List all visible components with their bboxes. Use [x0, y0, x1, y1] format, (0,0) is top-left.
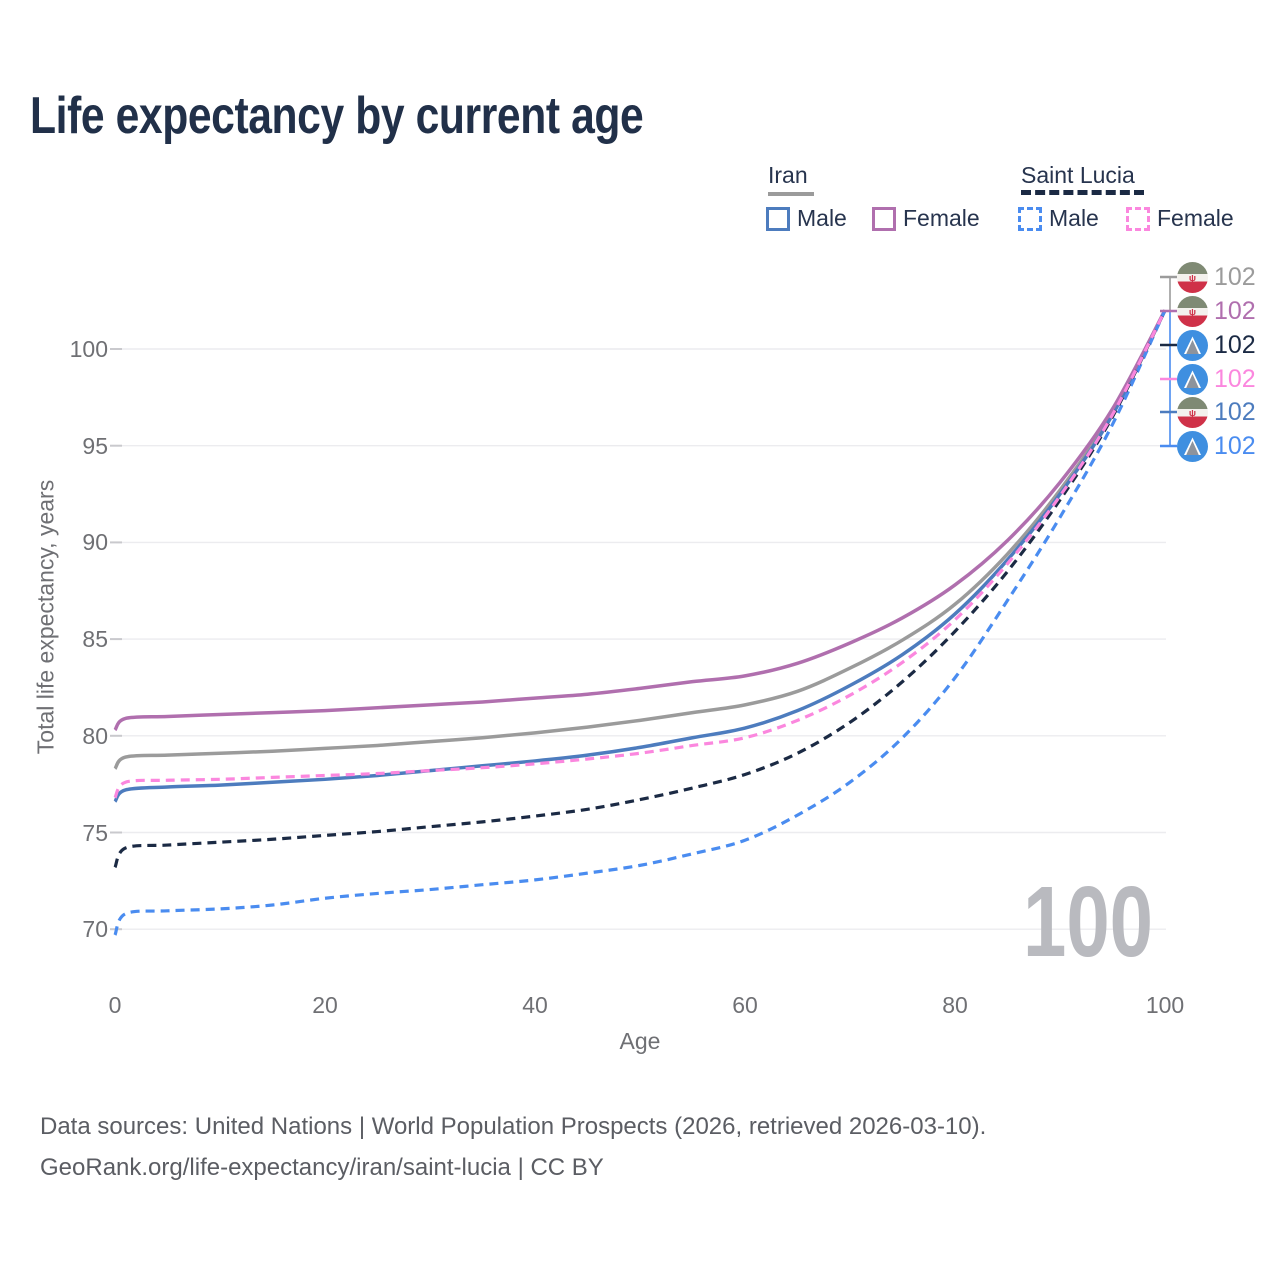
x-tick-60: 60	[732, 992, 758, 1018]
legend-country-iran[interactable]: Iran	[768, 162, 808, 188]
attribution-line: GeoRank.org/life-expectancy/iran/saint-l…	[40, 1154, 604, 1181]
saint-lucia-male-swatch[interactable]	[1018, 206, 1042, 231]
saint-lucia-flag-icon	[1177, 364, 1208, 395]
y-tick-70: 70	[82, 916, 108, 942]
legend-item-saint-lucia-female[interactable]: Female	[1126, 205, 1234, 232]
x-tick-40: 40	[522, 992, 548, 1018]
legend-saint-lucia-total-line-swatch	[1021, 190, 1144, 195]
footer: Data sources: United Nations | World Pop…	[40, 1106, 986, 1188]
legend-country-saint-lucia[interactable]: Saint Lucia	[1021, 162, 1135, 188]
end-value: 102	[1214, 398, 1256, 426]
saint-lucia-flag-icon	[1177, 330, 1208, 361]
series-lines	[113, 309, 1167, 936]
saint-lucia-flag-icon	[1177, 431, 1208, 462]
end-value: 102	[1214, 432, 1256, 460]
end-value: 102	[1214, 331, 1256, 359]
saint-lucia-female-swatch[interactable]	[1126, 206, 1150, 231]
iran-flag-icon: ψ	[1177, 296, 1208, 327]
page-title: Life expectancy by current age	[30, 87, 644, 145]
leader-lines	[1160, 275, 1177, 448]
iran-flag-icon: ψ	[1177, 397, 1208, 428]
iran-female-swatch[interactable]	[872, 206, 896, 231]
end-label-saint-lucia-female: 102	[1177, 363, 1256, 396]
legend-label-saint-lucia-female: Female	[1157, 205, 1234, 231]
end-label-iran-male: ψ 102	[1177, 396, 1256, 429]
end-label-saint-lucia-total: 102	[1177, 329, 1256, 362]
legend-item-saint-lucia-male[interactable]: Male	[1018, 205, 1099, 232]
end-label-iran-female: ψ 102	[1177, 295, 1256, 328]
y-tick-80: 80	[82, 723, 108, 749]
x-axis-title: Age	[619, 1028, 661, 1054]
y-tick-75: 75	[82, 820, 108, 846]
series-line-iran-male[interactable]	[113, 309, 1167, 803]
legend-label-iran-female: Female	[903, 205, 980, 231]
y-tick-95: 95	[82, 433, 108, 459]
series-line-saint-lucia-male[interactable]	[113, 309, 1167, 936]
y-tick-85: 85	[82, 626, 108, 652]
legend-item-iran-female[interactable]: Female	[872, 205, 980, 232]
legend-label-iran-male: Male	[797, 205, 847, 231]
series-line-saint-lucia-female[interactable]	[113, 309, 1167, 799]
x-tick-0: 0	[108, 992, 122, 1018]
series-line-iran-female[interactable]	[113, 309, 1167, 732]
iran-male-swatch[interactable]	[766, 206, 790, 231]
y-tick-90: 90	[82, 529, 108, 555]
legend-iran-total-line-swatch	[768, 192, 814, 196]
end-value: 102	[1214, 365, 1256, 393]
x-tick-80: 80	[942, 992, 968, 1018]
data-sources-line: Data sources: United Nations | World Pop…	[40, 1113, 987, 1140]
iran-flag-icon: ψ	[1177, 262, 1208, 293]
watermark-age-100: 100	[1023, 866, 1153, 978]
end-value: 102	[1214, 297, 1256, 325]
y-tick-100: 100	[69, 336, 108, 362]
svg-text:ψ: ψ	[1189, 408, 1196, 419]
legend-label-saint-lucia-male: Male	[1049, 205, 1099, 231]
svg-text:ψ: ψ	[1189, 307, 1196, 318]
end-value: 102	[1214, 263, 1256, 291]
series-line-saint-lucia-total[interactable]	[113, 309, 1167, 869]
x-tick-100: 100	[1145, 992, 1185, 1018]
svg-text:ψ: ψ	[1189, 273, 1196, 284]
end-label-saint-lucia-male: 102	[1177, 430, 1256, 463]
x-tick-20: 20	[312, 992, 338, 1018]
gridlines	[110, 348, 1166, 931]
series-line-iran-total[interactable]	[113, 309, 1167, 770]
y-axis-title: Total life expectancy, years	[32, 479, 59, 755]
legend-item-iran-male[interactable]: Male	[766, 205, 847, 232]
end-label-iran-total: ψ 102	[1177, 261, 1256, 294]
